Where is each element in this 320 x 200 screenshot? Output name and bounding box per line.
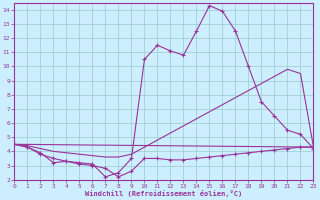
X-axis label: Windchill (Refroidissement éolien,°C): Windchill (Refroidissement éolien,°C) (85, 190, 243, 197)
